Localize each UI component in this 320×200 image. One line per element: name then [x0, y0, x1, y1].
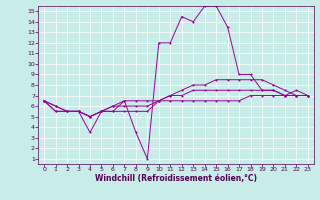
X-axis label: Windchill (Refroidissement éolien,°C): Windchill (Refroidissement éolien,°C) — [95, 174, 257, 183]
